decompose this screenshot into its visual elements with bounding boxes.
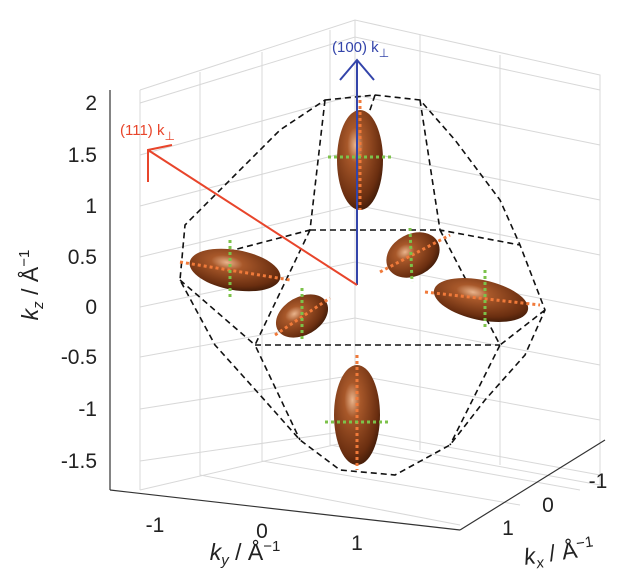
z-tick-label: 1 <box>85 195 97 218</box>
z-tick-label: -0.5 <box>61 346 97 369</box>
arrows <box>147 58 375 286</box>
axes <box>109 90 606 531</box>
x-tick-label: -1 <box>589 470 608 493</box>
z-tick-label: -1.5 <box>61 450 97 473</box>
annotation: (111) k⊥ <box>120 122 175 143</box>
z-axis-label: kz / Å−1 <box>16 250 47 321</box>
y-tick-label: 1 <box>351 532 363 555</box>
z-tick-label: 0.5 <box>68 246 97 269</box>
x-tick-label: 1 <box>502 517 514 540</box>
pockets <box>179 100 541 470</box>
y-tick-label: -1 <box>146 514 165 537</box>
x-axis-label: kx / Å−1 <box>522 533 596 574</box>
z-ticks: 2 1.5 1 0.5 0 -0.5 -1 -1.5 <box>61 92 97 473</box>
y-tick-label: 0 <box>256 520 268 543</box>
x-tick-label: 0 <box>542 494 554 517</box>
z-tick-label: 0 <box>85 296 97 319</box>
y-axis-label: ky / Å−1 <box>210 538 281 569</box>
x-ticks: -1 0 1 <box>502 470 607 540</box>
z-tick-label: 1.5 <box>68 144 97 167</box>
y-ticks: -1 0 1 <box>146 514 363 555</box>
annotation: (100) k⊥ <box>332 39 389 60</box>
z-tick-label: -1 <box>78 398 97 421</box>
z-tick-label: 2 <box>85 92 97 115</box>
